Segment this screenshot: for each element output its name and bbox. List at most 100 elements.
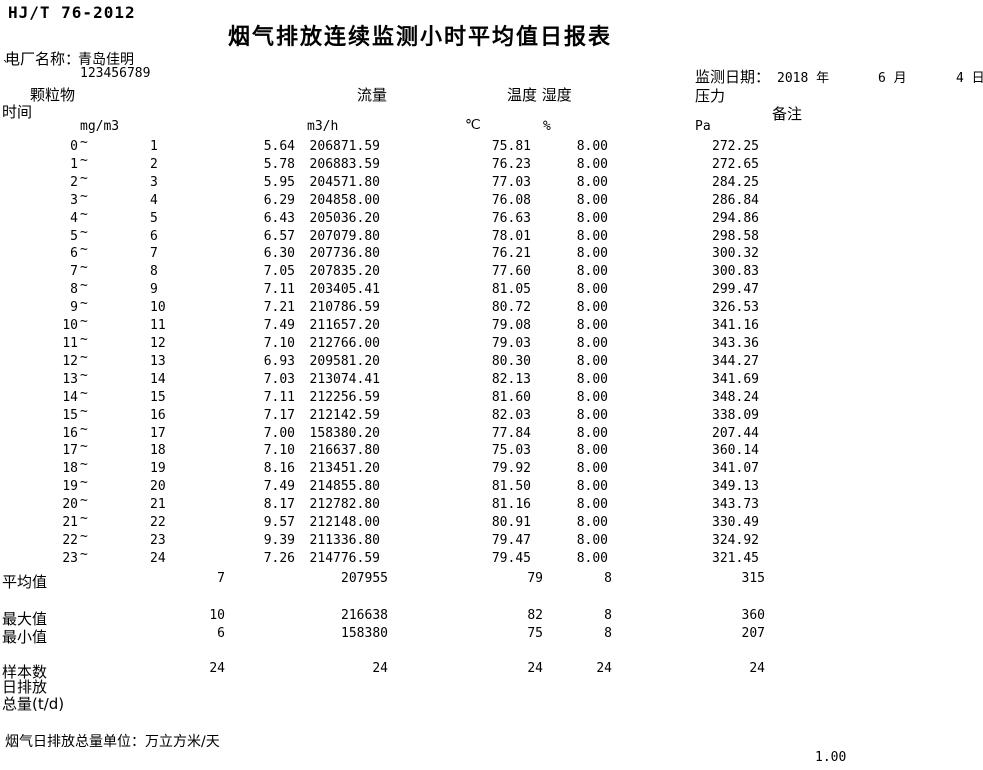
cell-pm: 7.49 <box>263 318 295 334</box>
cell-humidity: 8.00 <box>576 246 608 262</box>
table-row: 19 ~20 7.49 214855.80 81.50 8.00 349.13 <box>0 475 983 497</box>
cell-pm: 6.43 <box>263 210 295 226</box>
tilde-separator: ~ <box>80 242 88 258</box>
cell-humidity: 8.00 <box>576 532 608 548</box>
cell-hour-from: 23 <box>62 550 78 566</box>
cell-pressure: 338.09 <box>712 407 759 423</box>
tilde-separator: ~ <box>80 349 88 365</box>
cell-hour-from: 14 <box>62 389 78 405</box>
cell-pm: 6.57 <box>263 228 295 244</box>
summary-pressure: 207 <box>741 626 765 641</box>
cell-flow: 216637.80 <box>309 443 380 459</box>
cell-pm: 9.57 <box>263 515 295 531</box>
cell-humidity: 8.00 <box>576 353 608 369</box>
cell-hour-to: 14 <box>150 371 166 387</box>
cell-hour-to: 7 <box>150 246 158 262</box>
cell-pressure: 298.58 <box>712 228 759 244</box>
summary-humidity: 8 <box>604 608 612 623</box>
cell-pm: 7.03 <box>263 371 295 387</box>
cell-temperature: 79.45 <box>491 550 531 566</box>
cell-pressure: 207.44 <box>712 425 759 441</box>
cell-hour-from: 17 <box>62 443 78 459</box>
cell-flow: 203405.41 <box>309 282 380 298</box>
summary-row: 最大值 10 216638 82 8 360 <box>0 608 983 628</box>
cell-hour-to: 22 <box>150 515 166 531</box>
cell-temperature: 78.01 <box>491 228 531 244</box>
cell-humidity: 8.00 <box>576 497 608 513</box>
table-row: 16 ~17 7.00 158380.20 77.84 8.00 207.44 <box>0 422 983 444</box>
cell-flow: 206883.59 <box>309 156 380 172</box>
cell-pressure: 343.73 <box>712 497 759 513</box>
summary-label: 样本数 <box>2 663 48 681</box>
cell-flow: 207835.20 <box>309 264 380 280</box>
summary-label: 最小值 <box>2 628 48 646</box>
column-header-pm: 颗粒物 <box>30 86 76 104</box>
unit-flow: m3/h <box>307 119 339 134</box>
cell-pressure: 348.24 <box>712 389 759 405</box>
cell-flow: 213451.20 <box>309 461 380 477</box>
cell-pm: 7.26 <box>263 550 295 566</box>
cell-pm: 9.39 <box>263 532 295 548</box>
table-row: 10 ~11 7.49 211657.20 79.08 8.00 341.16 <box>0 314 983 336</box>
daily-emission-label-line2: 总量(t/d) <box>2 695 65 713</box>
cell-pressure: 349.13 <box>712 479 759 495</box>
cell-flow: 211336.80 <box>309 532 380 548</box>
plant-name-value: 青岛佳明 <box>78 52 134 68</box>
cell-hour-from: 13 <box>62 371 78 387</box>
tilde-separator: ~ <box>80 188 88 204</box>
tilde-separator: ~ <box>80 511 88 527</box>
summary-label: 最大值 <box>2 610 48 628</box>
cell-humidity: 8.00 <box>576 192 608 208</box>
cell-temperature: 75.81 <box>491 139 531 154</box>
cell-temperature: 77.60 <box>491 264 531 280</box>
cell-hour-from: 16 <box>62 425 78 441</box>
monitor-date-label: 监测日期： <box>695 68 771 86</box>
report-title: 烟气排放连续监测小时平均值日报表 <box>228 25 613 50</box>
cell-humidity: 8.00 <box>576 479 608 495</box>
cell-humidity: 8.00 <box>576 515 608 531</box>
monitor-date-day: 4 日 <box>956 71 983 86</box>
cell-humidity: 8.00 <box>576 443 608 459</box>
cell-pm: 6.30 <box>263 246 295 262</box>
cell-temperature: 80.72 <box>491 300 531 316</box>
table-row: 9 ~10 7.21 210786.59 80.72 8.00 326.53 <box>0 296 983 318</box>
cell-humidity: 8.00 <box>576 300 608 316</box>
cell-flow: 212148.00 <box>309 515 380 531</box>
cell-pressure: 300.32 <box>712 246 759 262</box>
tilde-separator: ~ <box>80 546 88 562</box>
cell-pm: 5.64 <box>263 139 295 154</box>
cell-hour-from: 15 <box>62 407 78 423</box>
tilde-separator: ~ <box>80 331 88 347</box>
cell-flow: 204858.00 <box>309 192 380 208</box>
table-row: 6 ~7 6.30 207736.80 76.21 8.00 300.32 <box>0 242 983 264</box>
cell-humidity: 8.00 <box>576 550 608 566</box>
summary-pm: 24 <box>209 661 225 676</box>
cell-humidity: 8.00 <box>576 174 608 190</box>
cell-temperature: 80.91 <box>491 515 531 531</box>
cell-pressure: 341.69 <box>712 371 759 387</box>
cell-hour-to: 3 <box>150 174 158 190</box>
cell-pressure: 321.45 <box>712 550 759 566</box>
cell-hour-from: 6 <box>70 246 78 262</box>
tilde-separator: ~ <box>80 135 88 150</box>
cell-pm: 5.95 <box>263 174 295 190</box>
cell-hour-to: 23 <box>150 532 166 548</box>
table-row: 3 ~4 6.29 204858.00 76.08 8.00 286.84 <box>0 189 983 211</box>
column-header-temp-humidity: 温度 湿度 <box>507 86 572 104</box>
cell-hour-to: 2 <box>150 156 158 172</box>
summary-row: 样本数 24 24 24 24 24 <box>0 661 983 681</box>
monitor-date-year: 2018 年 <box>777 71 830 86</box>
summary-humidity: 8 <box>604 571 612 586</box>
tilde-separator: ~ <box>80 278 88 294</box>
cell-temperature: 76.08 <box>491 192 531 208</box>
cell-flow: 214855.80 <box>309 479 380 495</box>
cell-flow: 212142.59 <box>309 407 380 423</box>
column-header-time: 时间 <box>2 103 33 121</box>
cell-hour-from: 7 <box>70 264 78 280</box>
cell-pressure: 284.25 <box>712 174 759 190</box>
cell-temperature: 81.50 <box>491 479 531 495</box>
cell-temperature: 79.47 <box>491 532 531 548</box>
cell-hour-to: 15 <box>150 389 166 405</box>
summary-pm: 10 <box>209 608 225 623</box>
cell-hour-from: 4 <box>70 210 78 226</box>
